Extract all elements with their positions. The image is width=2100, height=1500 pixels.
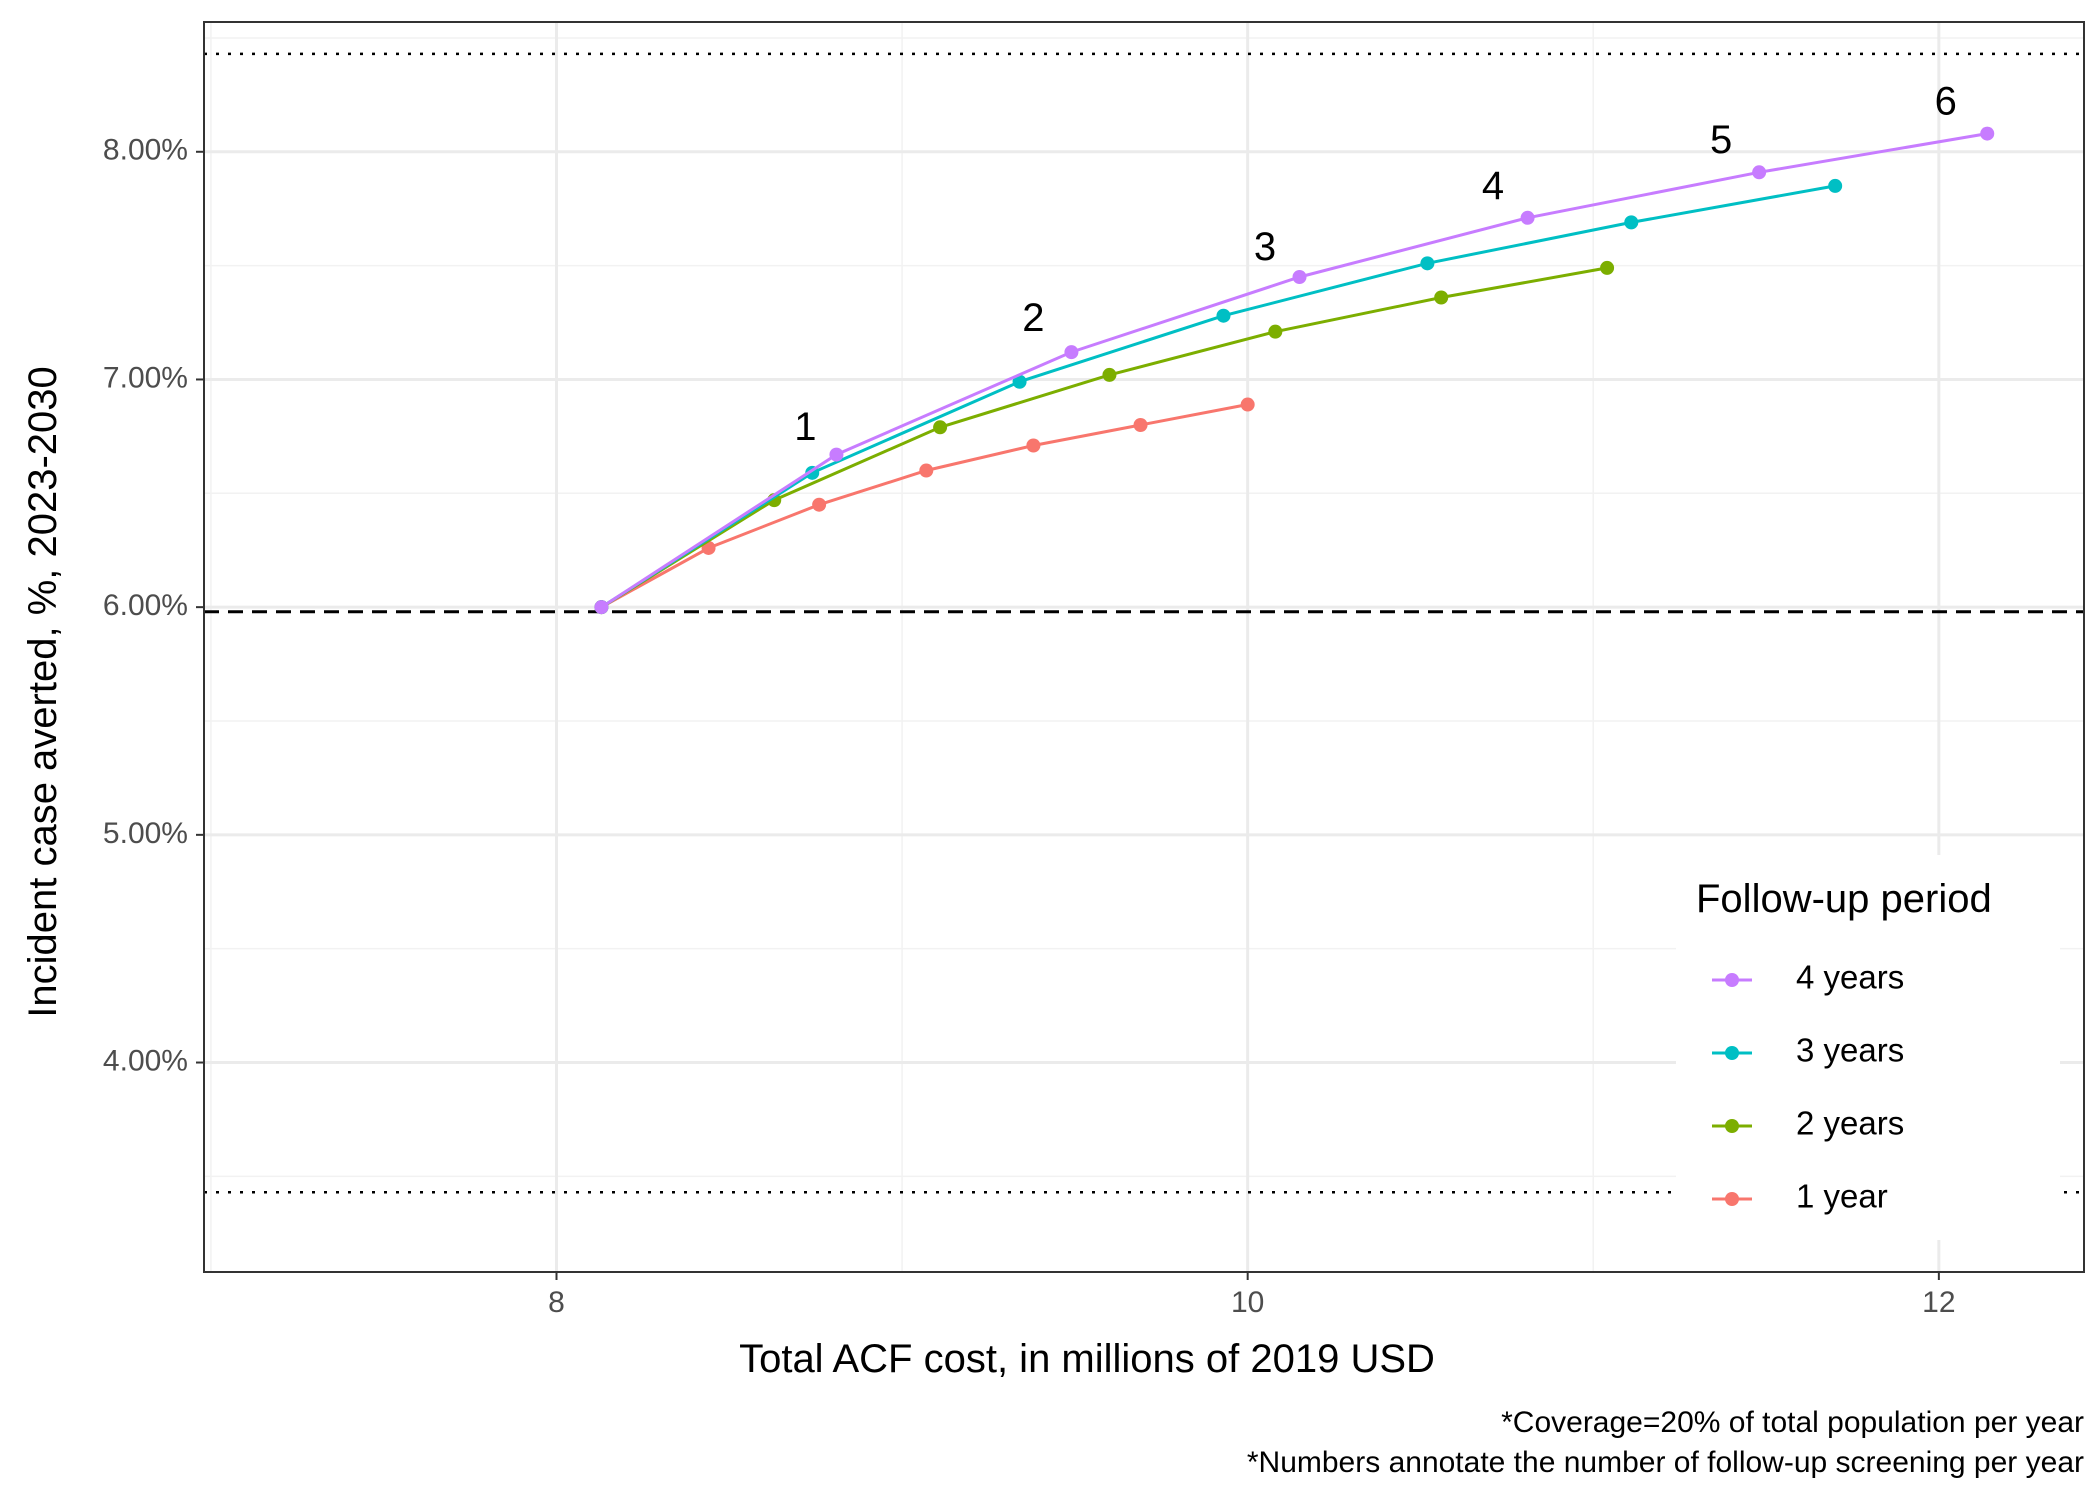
annotation-label: 4 [1482,164,1504,208]
legend-items: 4 years 3 years 2 years 1 year [1712,959,1904,1215]
x-tick-label: 12 [1922,1286,1955,1319]
y-tick-label: 4.00% [103,1044,188,1077]
legend-label: 3 years [1796,1032,1904,1069]
y-tick-label: 7.00% [103,361,188,394]
legend-key-point [1725,973,1739,987]
data-point-2-years [933,420,948,435]
legend-background [1676,855,2060,1240]
legend-key-point [1725,1046,1739,1060]
data-point-2-years [1268,324,1283,339]
data-point-2-years [1434,290,1449,305]
legend-label: 4 years [1796,959,1904,996]
x-axis: 8 10 12 [548,1272,1956,1319]
legend-title: Follow-up period [1696,877,1992,921]
data-point-4-years [1752,165,1767,180]
y-tick-label: 6.00% [103,589,188,622]
x-tick-label: 8 [548,1286,565,1319]
x-tick-label: 10 [1231,1286,1264,1319]
legend-key-point [1725,1119,1739,1133]
data-point-4-years [1980,126,1995,141]
annotation-label: 2 [1022,296,1044,340]
y-tick-label: 8.00% [103,134,188,167]
y-axis-title: Incident case averted, %, 2023-2030 [21,366,65,1018]
panel-border [203,21,2085,1273]
annotation-label: 6 [1935,80,1957,124]
data-point-1-year [1240,397,1255,412]
data-point-3-years [1216,308,1231,323]
reference-lines [204,52,2084,1194]
legend-item-1-year: 1 year [1712,1178,1888,1215]
data-point-4-years [1520,210,1535,225]
x-axis-title: Total ACF cost, in millions of 2019 USD [739,1337,1435,1381]
data-point-1-year [919,463,934,478]
data-point-2-years [1600,260,1615,275]
legend-label: 1 year [1796,1178,1888,1215]
series-4-years [594,126,1995,615]
legend-key-point [1725,1192,1739,1206]
annotation-label: 3 [1254,225,1276,269]
legend: Follow-up period 4 years 3 years 2 years 1 … [1676,855,2060,1240]
y-axis: 4.00% 5.00% 6.00% 7.00% 8.00% [103,134,204,1077]
caption-annotation-note: *Numbers annotate the number of follow-u… [1247,1446,2084,1479]
data-point-3-years [1828,178,1843,193]
legend-label: 2 years [1796,1105,1904,1142]
legend-item-4-years: 4 years [1712,959,1904,996]
data-point-2-years [1102,367,1117,382]
series-layer [594,126,1995,615]
y-tick-label: 5.00% [103,817,188,850]
annotation-label: 5 [1710,118,1732,162]
data-point-1-year [1026,438,1041,453]
legend-item-3-years: 3 years [1712,1032,1904,1069]
data-point-4-years [829,447,844,462]
data-point-4-years [594,600,609,615]
data-point-4-years [1064,345,1079,360]
annotation-layer: 1 2 3 4 5 6 [794,80,1957,450]
data-point-1-year [1133,418,1148,433]
legend-item-2-years: 2 years [1712,1105,1904,1142]
data-point-4-years [1292,270,1307,285]
data-point-3-years [1420,256,1435,271]
caption-coverage: *Coverage=20% of total population per ye… [1501,1406,2084,1439]
data-point-1-year [812,497,827,512]
annotation-label: 1 [794,405,816,449]
data-point-3-years [1624,215,1639,230]
data-point-3-years [1012,374,1027,389]
